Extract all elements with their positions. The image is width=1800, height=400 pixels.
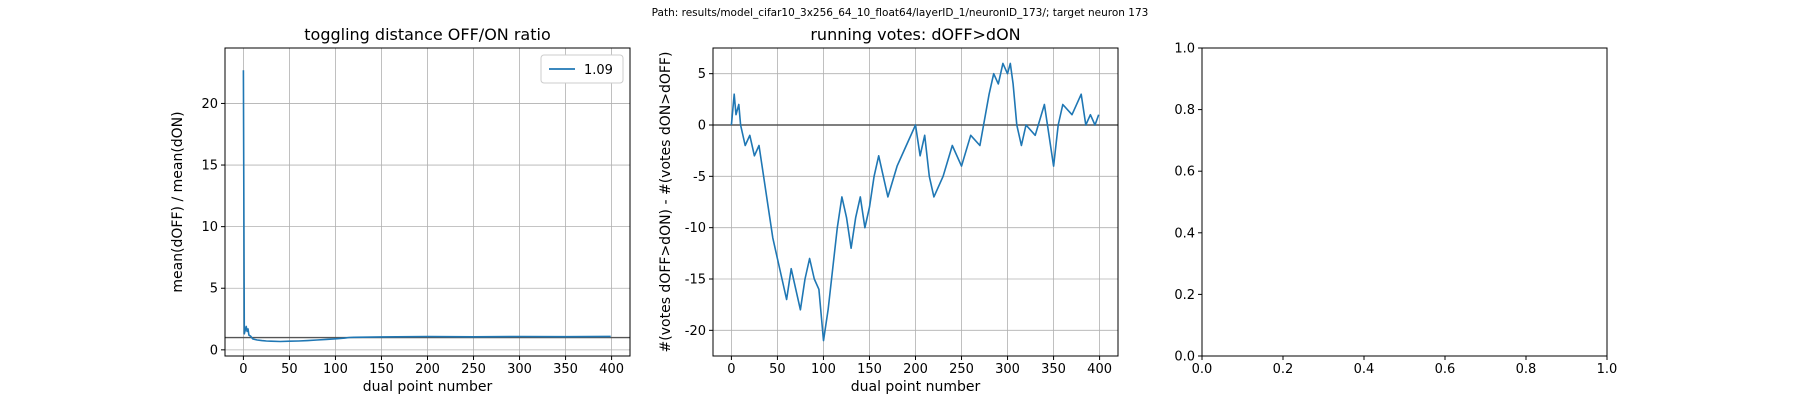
x-axis-label: dual point number [851,379,981,395]
chart-panel-2: 0 50 100 150 200 250 300 350 400 -20 -15 -10 -5 0 5 run… [658,25,1119,395]
x-tick-label: 0.8 [1516,362,1537,377]
x-tick-label: 200 [903,362,928,377]
y-tick-label: 0.6 [1174,165,1195,180]
x-tick-label: 0.4 [1354,362,1375,377]
y-axis-label: mean(dOFF) / mean(dON) [170,111,186,292]
y-tick-label: 0.0 [1174,350,1195,365]
x-tick-label: 250 [949,362,974,377]
series-line-1 [730,62,1100,342]
y-tick-label: 0 [210,343,218,358]
y-tick-label: -5 [693,170,706,185]
x-tick-label: 100 [811,362,836,377]
x-tick-label: 350 [553,362,578,377]
chart-panel-1: 0 50 100 150 200 250 300 350 400 0 5 10 15 20 toggling… [170,25,631,395]
y-tick-label: -10 [685,221,706,236]
x-tick-label: 250 [461,362,486,377]
y-tick-label: 1.0 [1174,42,1195,57]
y-axis-label: #(votes dOFF>dON) - #(votes dON>dOFF) [658,52,674,353]
legend-entry-label: 1.09 [584,63,613,78]
x-tick-label: 0.6 [1435,362,1456,377]
chart-title: toggling distance OFF/ON ratio [304,25,550,44]
x-tick-label: 350 [1041,362,1066,377]
x-tick-label: 300 [995,362,1020,377]
y-tick-label: 0.2 [1174,288,1195,303]
legend: 1.09 [540,54,624,84]
x-tick-label: 0 [727,362,735,377]
x-tick-label: 50 [769,362,786,377]
y-tick-label: 0 [698,119,706,134]
x-tick-label: 400 [599,362,624,377]
y-tick-label: -20 [685,324,706,339]
axes-frame [1201,47,1608,357]
y-tick-label: -15 [685,273,706,288]
chart-title: running votes: dOFF>dON [810,25,1020,44]
y-tick-label: 20 [201,97,218,112]
chart-panel-3: 0.0 0.2 0.4 0.6 0.8 1.0 0.0 0.2 0.4 0.6 0.8 1.0 [1174,42,1617,378]
x-tick-label: 150 [369,362,394,377]
x-tick-label: 300 [507,362,532,377]
x-tick-label: 400 [1087,362,1112,377]
y-tick-label: 0.8 [1174,103,1195,118]
y-tick-label: 0.4 [1174,226,1195,241]
y-tick-label: 5 [698,67,706,82]
legend-box [540,54,624,84]
x-tick-label: 50 [281,362,298,377]
x-tick-label: 150 [857,362,882,377]
y-tick-label: 10 [201,220,218,235]
figure-suptitle: Path: results/model_cifar10_3x256_64_10_… [651,7,1149,19]
y-tick-label: 5 [210,282,218,297]
y-tick-label: 15 [201,159,218,174]
series-line-1 [242,70,611,343]
x-tick-label: 0.2 [1273,362,1294,377]
x-tick-label: 100 [323,362,348,377]
x-tick-label: 0.0 [1192,362,1213,377]
x-tick-label: 200 [415,362,440,377]
x-tick-label: 1.0 [1597,362,1618,377]
x-axis-label: dual point number [363,379,493,395]
x-tick-label: 0 [239,362,247,377]
